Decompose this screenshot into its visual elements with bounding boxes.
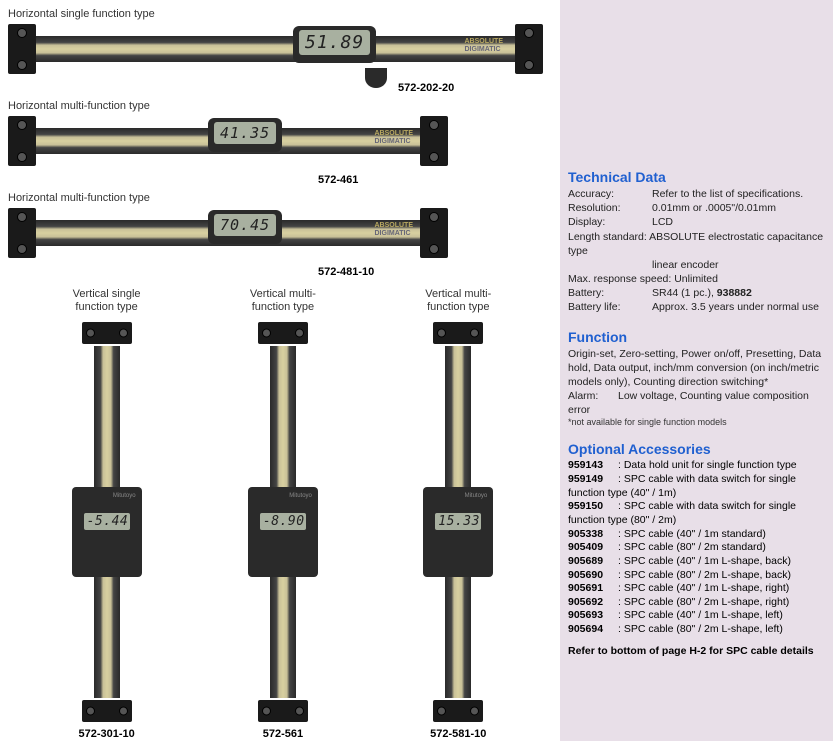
tech-k2: Display: [568, 215, 652, 229]
acc-row: 905693: SPC cable (40" / 1m L-shape, lef… [568, 609, 829, 623]
acc-desc: Data hold unit for single function type [624, 459, 797, 471]
h2-display: 41.35 [208, 118, 282, 152]
h3-heading: Horizontal multi-function type [8, 192, 556, 204]
acc-rows: 959143: Data hold unit for single functi… [568, 459, 829, 636]
tech-life-v: Approx. 3.5 years under normal use [652, 301, 819, 313]
acc-no: 905694 [568, 623, 618, 637]
v2-scale: Mitutoyo-8.90 [260, 322, 306, 722]
acc-desc: SPC cable (80" / 2m L-shape, left) [624, 623, 783, 635]
tech-v1: 0.01mm or .0005"/0.01mm [652, 202, 776, 214]
h3-sub: DIGIMATIC [375, 230, 411, 237]
tech-k0: Accuracy: [568, 187, 652, 201]
v1-model: 572-301-10 [73, 728, 141, 740]
func-heading: Function [568, 329, 829, 345]
vertical-row: Vertical singlefunction type Mitutoyo-5.… [8, 288, 556, 740]
acc-row: 959149: SPC cable with data switch for s… [568, 473, 829, 500]
h2-sub: DIGIMATIC [375, 138, 411, 145]
acc-desc: SPC cable (80" / 2m L-shape, right) [624, 596, 789, 608]
func-note: *not available for single function model… [568, 417, 829, 427]
acc-row: 905689: SPC cable (40" / 1m L-shape, bac… [568, 555, 829, 569]
h2-model: 572-461 [318, 174, 556, 186]
func-body: Origin-set, Zero-setting, Power on/off, … [568, 347, 829, 390]
h2-brand: ABSOLUTE [375, 130, 414, 137]
product-images-column: Horizontal single function type 51.89 AB… [0, 0, 560, 741]
v1-lcd: -5.44 [84, 513, 130, 530]
tech-v0: Refer to the list of specifications. [652, 188, 803, 200]
tech-length: Length standard: ABSOLUTE electrostatic … [568, 230, 829, 258]
h1-sub: DIGIMATIC [465, 46, 501, 53]
tech-v2: LCD [652, 216, 673, 228]
acc-heading: Optional Accessories [568, 441, 829, 457]
acc-no: 905693 [568, 609, 618, 623]
acc-row: 959150: SPC cable with data switch for s… [568, 500, 829, 527]
h1-display: 51.89 [293, 26, 376, 63]
tech-heading: Technical Data [568, 169, 829, 185]
acc-row: 905338: SPC cable (40" / 1m standard) [568, 528, 829, 542]
acc-no: 905409 [568, 541, 618, 555]
acc-row: 959143: Data hold unit for single functi… [568, 459, 829, 473]
acc-no: 905338 [568, 528, 618, 542]
h3-scale: 70.45 ABSOLUTE DIGIMATIC [8, 208, 448, 260]
h2-heading: Horizontal multi-function type [8, 100, 556, 112]
tech-length-sub: linear encoder [652, 258, 829, 272]
tech-batt-k: Battery: [568, 286, 652, 300]
v3-lcd: 15.33 [435, 513, 481, 530]
h2-lcd: 41.35 [214, 122, 276, 144]
v1-scale: Mitutoyo-5.44 [84, 322, 130, 722]
tech-life-k: Battery life: [568, 300, 652, 314]
func-alarm-k: Alarm: [568, 389, 618, 403]
v3-scale: Mitutoyo15.33 [435, 322, 481, 722]
h3-brand: ABSOLUTE [375, 222, 414, 229]
v1-label: Vertical singlefunction type [73, 288, 141, 316]
acc-no: 905690 [568, 569, 618, 583]
acc-no: 905689 [568, 555, 618, 569]
acc-row: 905691: SPC cable (40" / 1m L-shape, rig… [568, 582, 829, 596]
v3-model: 572-581-10 [425, 728, 491, 740]
acc-desc: SPC cable (40" / 1m standard) [624, 528, 766, 540]
acc-row: 905692: SPC cable (80" / 2m L-shape, rig… [568, 596, 829, 610]
h1-brand: ABSOLUTE [465, 38, 504, 45]
acc-row: 905409: SPC cable (80" / 2m standard) [568, 541, 829, 555]
acc-desc: SPC cable (40" / 1m L-shape, left) [624, 609, 783, 621]
tech-k1: Resolution: [568, 201, 652, 215]
h1-model: 572-202-20 [398, 82, 556, 94]
acc-desc: SPC cable (40" / 1m L-shape, back) [624, 555, 791, 567]
acc-row: 905690: SPC cable (80" / 2m L-shape, bac… [568, 569, 829, 583]
h2-scale: 41.35 ABSOLUTE DIGIMATIC [8, 116, 448, 168]
h1-lcd: 51.89 [299, 30, 370, 55]
h3-lcd: 70.45 [214, 214, 276, 236]
acc-row: 905694: SPC cable (80" / 2m L-shape, lef… [568, 623, 829, 637]
acc-desc: SPC cable (40" / 1m L-shape, right) [624, 582, 789, 594]
tech-max: Max. response speed: Unlimited [568, 272, 829, 286]
specs-column: Technical Data Accuracy:Refer to the lis… [560, 0, 833, 741]
acc-refer: Refer to bottom of page H-2 for SPC cabl… [568, 645, 829, 657]
h3-model: 572-481-10 [318, 266, 556, 278]
v2-label: Vertical multi-function type [250, 288, 316, 316]
acc-no: 959150 [568, 500, 618, 514]
tech-batt-pn: 938882 [717, 287, 752, 299]
h1-scale: 51.89 ABSOLUTE DIGIMATIC [8, 24, 543, 76]
acc-no: 959149 [568, 473, 618, 487]
v2-model: 572-561 [250, 728, 316, 740]
v2-lcd: -8.90 [260, 513, 306, 530]
acc-no: 905692 [568, 596, 618, 610]
acc-desc: SPC cable (80" / 2m L-shape, back) [624, 569, 791, 581]
h1-heading: Horizontal single function type [8, 8, 556, 20]
acc-no: 959143 [568, 459, 618, 473]
h3-display: 70.45 [208, 210, 282, 244]
acc-no: 905691 [568, 582, 618, 596]
tech-batt-v: SR44 (1 pc.), [652, 287, 714, 299]
v3-label: Vertical multi-function type [425, 288, 491, 316]
acc-desc: SPC cable (80" / 2m standard) [624, 541, 766, 553]
